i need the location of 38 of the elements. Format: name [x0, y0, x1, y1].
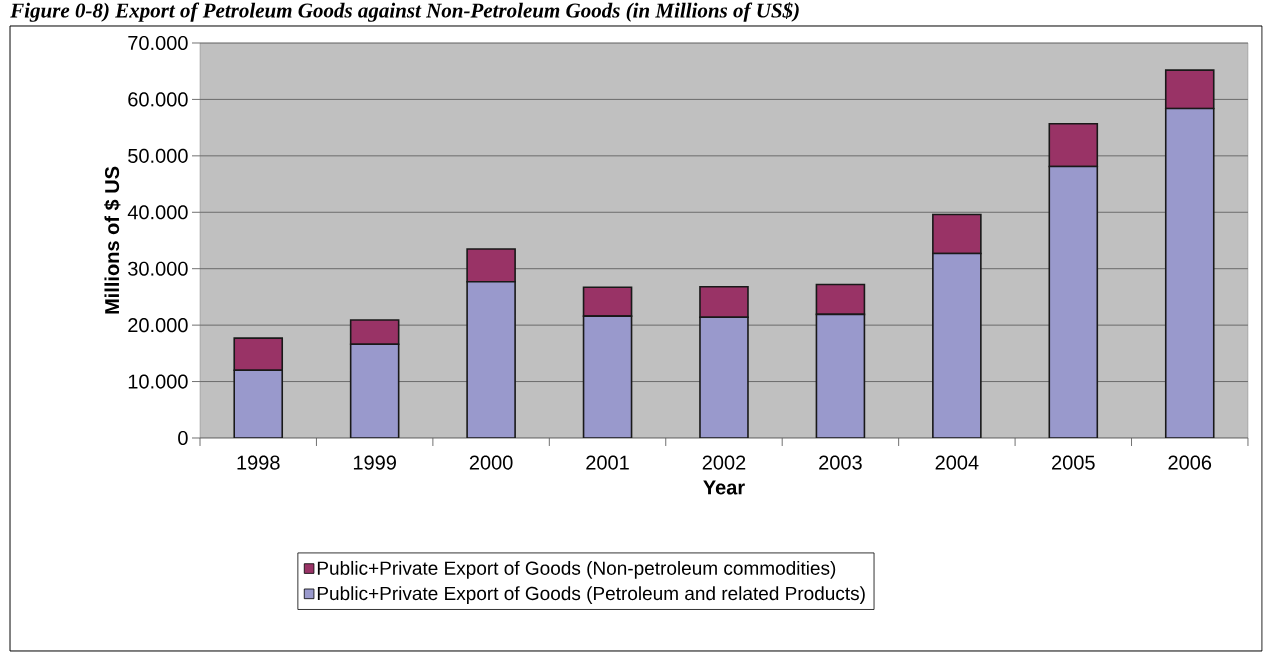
x-tick-label: 2004 — [935, 455, 979, 470]
legend-label: Public+Private Export of Goods (Petroleum and related Products) — [317, 586, 865, 604]
bar — [466, 280, 516, 438]
bar — [466, 248, 516, 283]
chart-title: Figure 0-8) Export of Petroleum Goods against Non-Petroleum Goods (in Millions of US$) — [10, 2, 799, 22]
y-tick-label: 0 — [178, 430, 188, 446]
bar — [233, 369, 284, 438]
bar — [1164, 107, 1215, 438]
y-tick-label: 40.000 — [127, 205, 188, 220]
y-tick-label: 70.000 — [128, 35, 188, 51]
bar — [699, 316, 749, 438]
bar — [349, 319, 400, 346]
x-tick-label: 2006 — [1168, 455, 1212, 470]
x-tick-label: 1999 — [353, 455, 396, 470]
bar — [815, 313, 866, 438]
bar — [699, 285, 749, 319]
bar — [932, 213, 982, 255]
bar — [815, 283, 866, 316]
x-tick-label: 2000 — [469, 455, 513, 470]
y-tick-label: 50.000 — [128, 148, 188, 163]
x-tick-label: 2005 — [1052, 455, 1095, 470]
bar — [1048, 122, 1099, 168]
x-tick-label: 2003 — [819, 455, 862, 470]
bar — [582, 286, 633, 317]
bar — [932, 252, 982, 438]
legend-label: Public+Private Export of Goods (Non-petroleum commodities) — [317, 560, 836, 579]
y-axis-title: Millions of $ US — [104, 166, 121, 314]
y-tick-label: 20.000 — [128, 318, 188, 333]
x-tick-label: 1998 — [237, 455, 280, 470]
y-tick-label: 10.000 — [128, 374, 188, 389]
y-tick-label: 30.000 — [128, 261, 188, 276]
y-tick-label: 60.000 — [128, 92, 188, 107]
x-tick-label: 2002 — [702, 455, 746, 470]
x-axis-title: Year — [703, 480, 745, 495]
bar — [1048, 165, 1099, 438]
bar — [582, 315, 633, 438]
bar — [349, 343, 400, 438]
x-tick-label: 2001 — [586, 455, 629, 470]
